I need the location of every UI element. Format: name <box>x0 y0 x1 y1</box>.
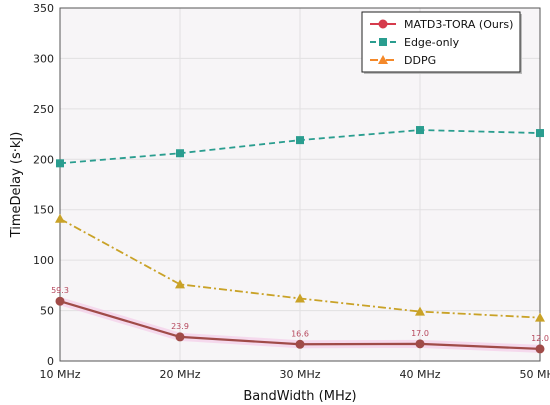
legend-label: Edge-only <box>404 36 460 49</box>
y-tick-label: 150 <box>33 204 54 217</box>
data-point <box>535 344 545 354</box>
data-point <box>175 279 185 289</box>
legend-label: MATD3-TORA (Ours) <box>404 18 513 31</box>
y-tick-label: 250 <box>33 103 54 116</box>
series-0 <box>55 296 545 354</box>
y-tick-label: 200 <box>33 153 54 166</box>
x-tick-label: 20 MHz <box>159 368 200 381</box>
data-point <box>536 129 544 138</box>
data-point <box>535 312 545 322</box>
data-point <box>295 339 305 349</box>
y-tick-label: 300 <box>33 52 54 65</box>
y-tick-label: 100 <box>33 254 54 267</box>
y-tick-label: 350 <box>33 2 54 15</box>
data-point <box>175 332 185 342</box>
legend-box <box>361 11 521 73</box>
legend-swatch-marker <box>378 19 388 29</box>
data-point <box>415 306 425 316</box>
data-label: 12.0 <box>531 334 549 343</box>
series-2 <box>55 213 545 322</box>
data-label: 16.6 <box>291 329 309 338</box>
x-tick-label: 50 MHz <box>519 368 550 381</box>
y-tick-label: 0 <box>47 355 54 368</box>
series-1 <box>56 126 544 168</box>
x-tick-label: 30 MHz <box>279 368 320 381</box>
data-point <box>295 293 305 303</box>
data-label: 17.0 <box>411 329 429 338</box>
data-point <box>296 136 304 145</box>
x-tick-label: 40 MHz <box>399 368 440 381</box>
x-axis-title: BandWidth (MHz) <box>243 389 356 404</box>
legend-swatch-marker <box>378 55 388 64</box>
y-tick-label: 50 <box>40 305 54 318</box>
data-label: 23.9 <box>171 322 189 331</box>
x-tick-label: 10 MHz <box>39 368 80 381</box>
legend-label: DDPG <box>404 54 436 67</box>
data-point <box>415 339 425 349</box>
data-point <box>56 159 64 168</box>
data-label: 59.3 <box>51 286 69 295</box>
data-point <box>55 296 65 306</box>
y-axis-title: TimeDelay (s·kJ) <box>9 132 24 239</box>
data-point <box>55 213 65 223</box>
axes-frame <box>59 7 541 362</box>
data-point <box>416 126 424 135</box>
legend-swatch-marker <box>379 38 387 46</box>
data-point <box>176 149 184 158</box>
